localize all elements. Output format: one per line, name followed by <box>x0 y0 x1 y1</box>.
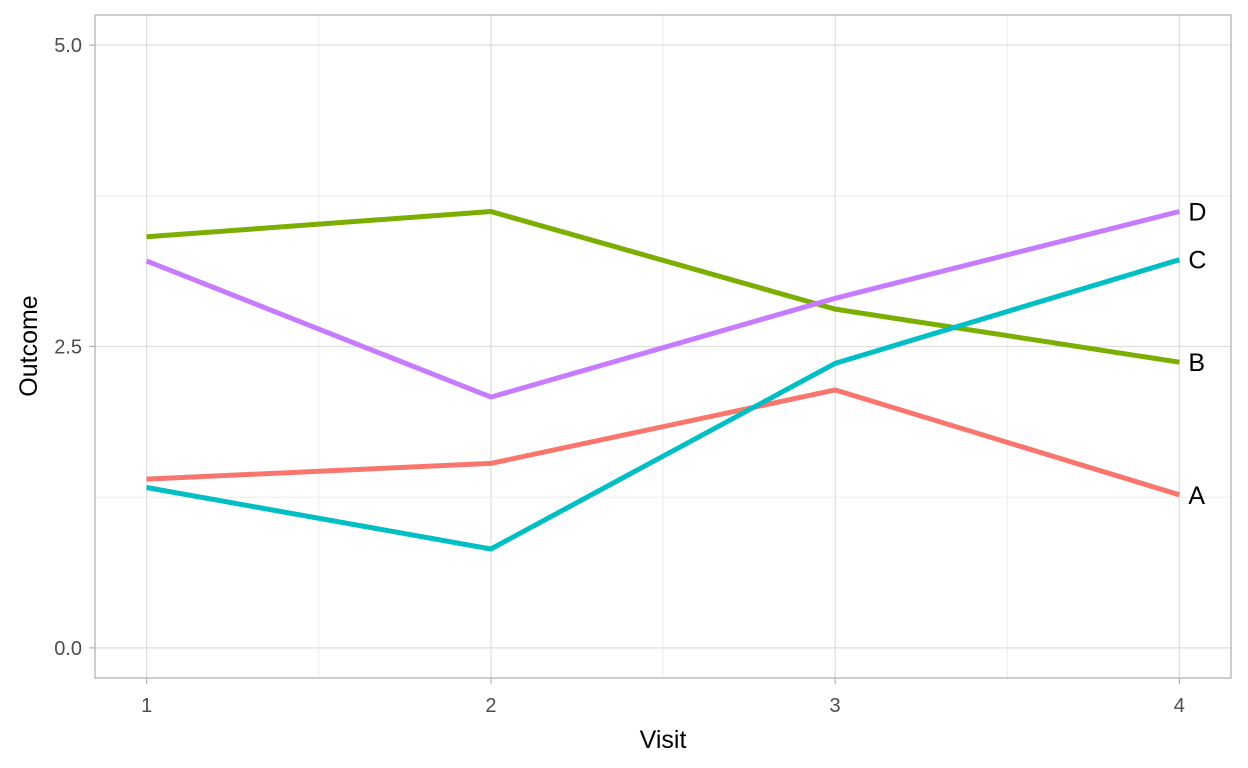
y-axis-title: Outcome <box>15 295 43 396</box>
x-tick-label: 4 <box>1174 695 1185 717</box>
y-axis-ticks: 0.0 2.5 5.0 <box>54 35 95 660</box>
series-label-b: B <box>1188 349 1205 377</box>
series-line-b <box>146 209 1180 365</box>
y-tick-label: 2.5 <box>54 337 82 359</box>
y-tick-label: 0.0 <box>54 638 82 660</box>
series-label-a: A <box>1188 482 1205 510</box>
x-tick-label: 3 <box>830 695 841 717</box>
series-line-c <box>146 257 1181 552</box>
x-axis-ticks: 1 2 3 4 <box>141 678 1185 717</box>
series-line-d <box>145 209 1181 400</box>
series-label-c: C <box>1188 247 1206 275</box>
series-labels: A B CD <box>1188 198 1206 509</box>
series-label-d: D <box>1188 198 1206 226</box>
x-axis-title: Visit <box>640 726 687 754</box>
series-line-a <box>146 387 1181 498</box>
x-tick-label: 2 <box>485 695 496 717</box>
series-lines <box>145 209 1181 552</box>
x-tick-label: 1 <box>141 695 152 717</box>
y-tick-label: 5.0 <box>54 35 82 57</box>
